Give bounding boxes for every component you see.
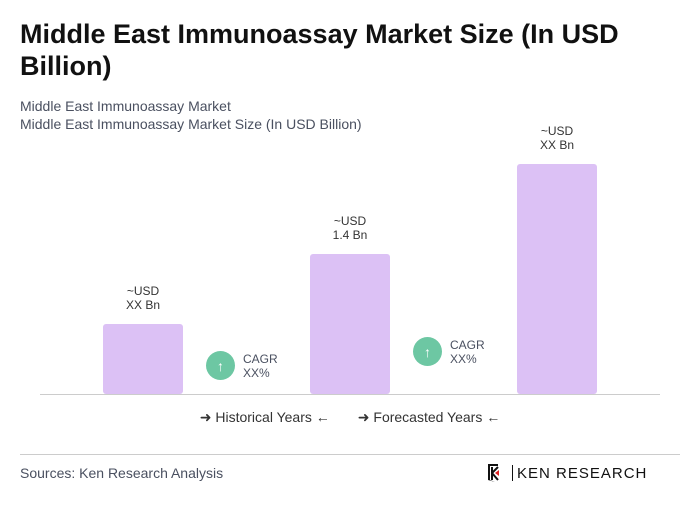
data-label: ~USD 1.4 Bn bbox=[310, 214, 390, 242]
cagr-label: CAGR bbox=[450, 337, 485, 352]
data-label-line: 1.4 Bn bbox=[332, 228, 368, 242]
arrow-up-icon: ↑ bbox=[413, 337, 442, 366]
arrow-right-icon: ➜ bbox=[199, 409, 216, 425]
arrow-left-icon: ← bbox=[311, 409, 330, 425]
subtitle: Middle East Immunoassay Market bbox=[20, 98, 231, 114]
cagr-badge-2: ↑ CAGR XX% bbox=[413, 337, 485, 366]
page-title: Middle East Immunoassay Market Size (In … bbox=[20, 19, 619, 81]
arrow-up-icon: ↑ bbox=[206, 351, 235, 380]
data-label-line: XX Bn bbox=[539, 138, 575, 152]
cagr-value: XX% bbox=[450, 351, 477, 366]
data-label: ~USD XX Bn bbox=[103, 284, 183, 312]
arrow-right-icon: ➜ bbox=[357, 409, 374, 425]
data-label-line: XX Bn bbox=[125, 298, 161, 312]
logo-text: KEN RESEARCH bbox=[517, 464, 648, 482]
subtitle-2: Middle East Immunoassay Market Size (In … bbox=[20, 116, 362, 132]
data-label: ~USD XX Bn bbox=[517, 124, 597, 152]
data-label-line: ~USD bbox=[333, 214, 367, 228]
bar-2 bbox=[310, 254, 390, 394]
legend-label: Historical Years bbox=[215, 409, 312, 425]
cagr-badge-1: ↑ CAGR XX% bbox=[206, 351, 278, 380]
legend-label: Forecasted Years bbox=[373, 409, 483, 425]
data-label-line: ~USD bbox=[126, 284, 160, 298]
cagr-value: XX% bbox=[243, 365, 270, 380]
legend: ➜ Historical Years ← ➜ Forecasted Years … bbox=[0, 409, 700, 426]
ken-research-logo: KEN RESEARCH bbox=[486, 463, 647, 483]
sources: Sources: Ken Research Analysis bbox=[20, 465, 224, 481]
legend-historical: ➜ Historical Years ← bbox=[200, 409, 330, 426]
bar-3 bbox=[517, 164, 597, 394]
legend-forecasted: ➜ Forecasted Years ← bbox=[358, 409, 500, 426]
logo-mark-icon bbox=[488, 464, 499, 482]
data-label-line: ~USD bbox=[540, 124, 574, 138]
cagr-label: CAGR bbox=[243, 351, 278, 366]
bar-1 bbox=[103, 324, 183, 394]
arrow-left-icon: ← bbox=[482, 409, 501, 425]
divider bbox=[20, 454, 680, 455]
